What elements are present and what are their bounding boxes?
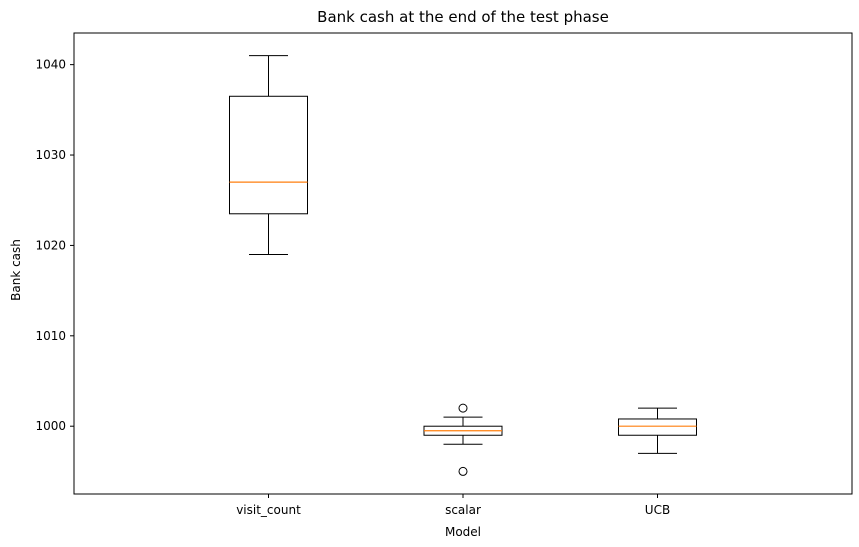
x-tick-label: visit_count: [236, 503, 301, 517]
y-tick-label: 1000: [35, 419, 66, 433]
y-tick-label: 1010: [35, 329, 66, 343]
y-tick-label: 1020: [35, 238, 66, 252]
plot-area: 1000 1010 1020 1030 1040 visit_count scalar UCB: [35, 55, 697, 517]
chart-title: Bank cash at the end of the test phase: [317, 8, 609, 26]
outlier-point: [458, 403, 468, 413]
y-tick-label: 1040: [35, 58, 66, 72]
outlier-point: [458, 466, 468, 476]
box-visit_count: [229, 95, 308, 215]
y-tick-label: 1030: [35, 148, 66, 162]
x-tick-label: scalar: [445, 503, 481, 517]
plot-frame: [73, 32, 853, 495]
y-axis-label: Bank cash: [9, 239, 23, 301]
box-UCB: [618, 418, 697, 436]
x-tick-label: UCB: [645, 503, 670, 517]
x-axis-label: Model: [445, 525, 481, 539]
